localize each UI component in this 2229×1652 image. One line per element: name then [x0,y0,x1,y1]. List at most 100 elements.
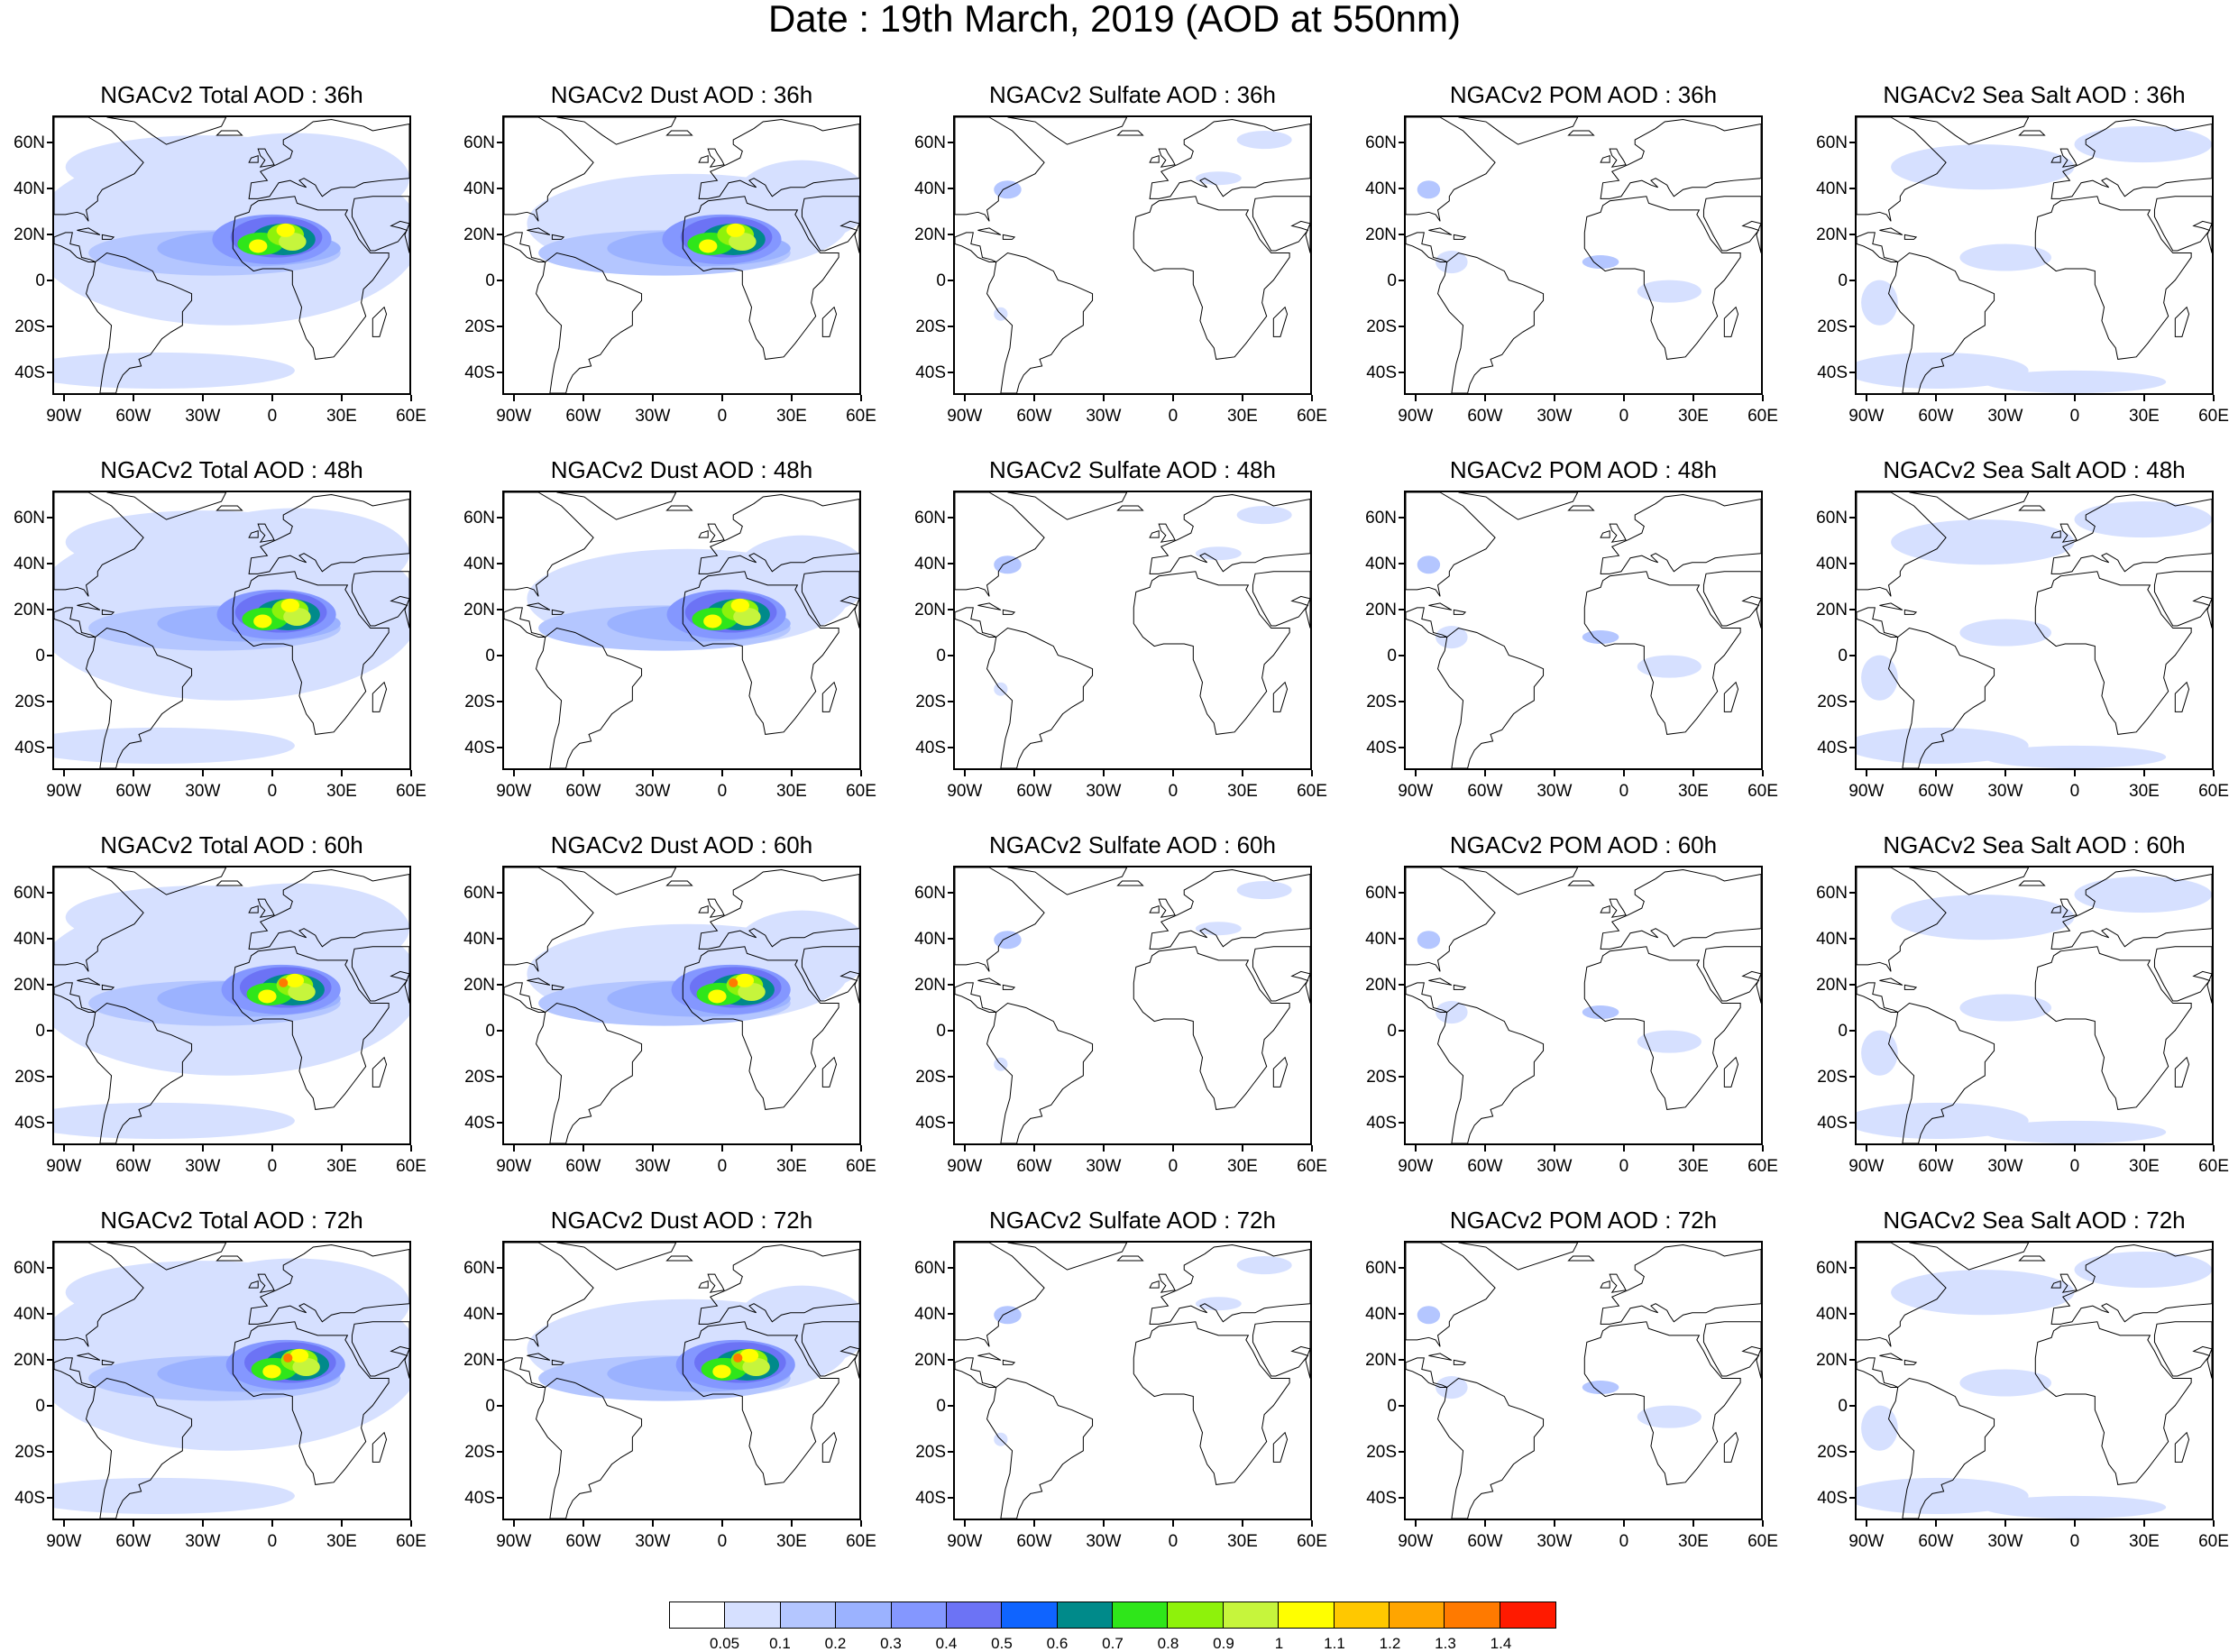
panel-title: NGACv2 POM AOD : 60h [1449,831,1718,858]
lat-tick-label: 40N [463,555,495,574]
lat-tick-label: 60N [1816,884,1848,904]
lon-tick-label: 60W [1016,407,1052,426]
lat-tick-label: 40S [1366,1488,1397,1508]
lon-tick-label: 60E [1297,782,1327,801]
lat-tick-label: 20S [464,1442,495,1462]
lon-tick-label: 30E [1678,1157,1709,1176]
coastline [1272,1056,1289,1088]
lat-tick [948,1121,953,1124]
map-svg [54,867,409,1143]
coastline [2050,868,2212,950]
coastline [77,602,101,610]
lon-tick-label: 30W [1086,782,1122,801]
lat-tick [1849,371,1855,373]
lat-tick-label: 40N [1816,179,1848,199]
lon-tick [410,770,412,776]
coastline [248,868,409,950]
lat-tick-label: 20N [914,601,946,620]
coastline [1158,898,1176,918]
coastline [248,118,409,199]
lat-tick [1399,984,1404,987]
map-svg [1406,117,1761,393]
lon-tick-label: 30E [776,782,807,801]
coastline [551,609,565,615]
coastline [1583,946,1741,1110]
lat-tick-label: 0 [35,271,45,290]
aod-contour [276,223,295,237]
lat-tick [497,938,502,941]
lat-tick-label: 40N [1816,1305,1848,1325]
coastline [1458,492,1579,520]
lat-tick [1399,188,1404,190]
lat-tick [1399,234,1404,236]
coastline [54,1243,144,1347]
aod-contour [1982,370,2167,393]
lat-tick-label: 40S [14,1113,45,1133]
lon-tick [132,395,134,401]
lat-tick [497,1313,502,1316]
coastline [707,148,725,168]
lon-tick-label: 30W [1086,1157,1122,1176]
lon-tick-label: 0 [717,407,728,426]
coastline [1903,234,1918,240]
coastline [1723,1056,1739,1088]
lat-tick-label: 0 [485,646,495,665]
coastline [1857,1243,1947,1347]
lat-tick [497,984,502,987]
coastline [257,1273,275,1293]
lon-tick [512,770,515,776]
lat-tick-label: 40N [1816,930,1848,950]
coastline [1600,529,1610,538]
lon-tick-label: 0 [267,1157,278,1176]
lat-tick-label: 0 [35,1021,45,1041]
lon-tick-label: 0 [717,782,728,801]
lat-tick [497,746,502,748]
coastline [665,880,693,886]
lon-tick [1553,1520,1555,1527]
lat-tick-label: 40S [464,363,495,382]
lat-tick [497,1121,502,1124]
lon-tick-label: 60W [1016,1532,1052,1551]
lat-tick-label: 20S [464,1067,495,1087]
lat-tick [1849,984,1855,987]
coastline [1305,223,1310,253]
lat-tick-label: 20N [1816,225,1848,245]
coastline [1600,493,1761,574]
lat-tick-label: 40S [464,1488,495,1508]
lat-tick [47,563,52,565]
lon-tick-label: 60E [1297,1532,1327,1551]
map-svg [1857,117,2212,393]
lat-tick [948,188,953,190]
lat-tick [948,609,953,611]
lon-tick [1622,395,1625,401]
panel-title: NGACv2 POM AOD : 48h [1449,456,1718,483]
lon-tick [720,395,723,401]
coastline [1406,607,1447,638]
coastline [1406,492,1496,597]
lon-tick-label: 0 [1619,1532,1629,1551]
lat-tick [948,700,953,702]
lat-tick [47,984,52,987]
lat-tick-label: 60N [14,509,45,528]
lat-tick [47,1075,52,1078]
colorbar-swatch [891,1602,947,1628]
coastline [2050,118,2212,199]
lat-tick [1399,1121,1404,1124]
aod-contour [179,883,409,974]
lon-tick-label: 0 [1619,407,1629,426]
lon-tick-label: 60W [1467,1157,1503,1176]
lat-tick-label: 0 [936,1396,946,1416]
map-svg [1857,492,2212,768]
lat-tick [1849,609,1855,611]
map-svg [1406,867,1761,1143]
lat-tick [1399,892,1404,895]
lon-tick-label: 30W [635,407,671,426]
panel-title: NGACv2 Total AOD : 60h [100,831,363,858]
coastline [2174,306,2190,337]
panel-title: NGACv2 Sulfate AOD : 36h [989,81,1276,108]
lon-tick-label: 60E [396,1532,427,1551]
lat-tick [1849,563,1855,565]
coastline [1406,1357,1447,1388]
colorbar-label: 0.3 [880,1635,902,1652]
coastline [1888,1377,1995,1519]
